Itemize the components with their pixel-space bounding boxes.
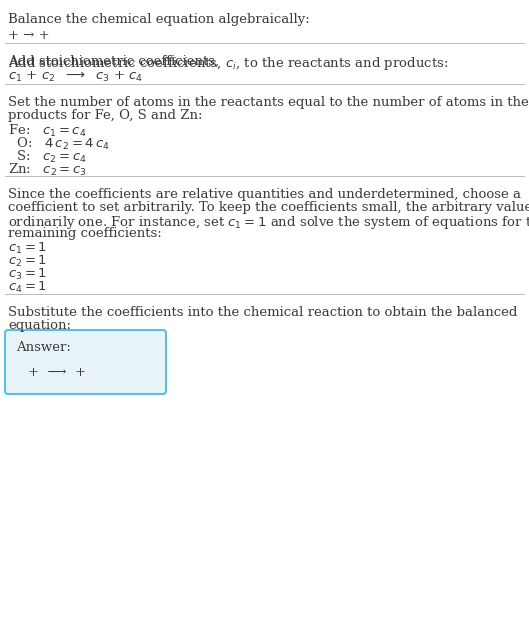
Text: equation:: equation: — [8, 319, 71, 332]
Text: $c_2 = 1$: $c_2 = 1$ — [8, 254, 47, 269]
Text: coefficient to set arbitrarily. To keep the coefficients small, the arbitrary va: coefficient to set arbitrarily. To keep … — [8, 201, 529, 214]
Text: +  ⟶  +: + ⟶ + — [28, 366, 86, 379]
Text: ordinarily one. For instance, set $c_1 = 1$ and solve the system of equations fo: ordinarily one. For instance, set $c_1 =… — [8, 214, 529, 231]
Text: Fe:   $c_1 = c_4$: Fe: $c_1 = c_4$ — [8, 123, 87, 139]
Text: Substitute the coefficients into the chemical reaction to obtain the balanced: Substitute the coefficients into the che… — [8, 306, 517, 319]
Text: Set the number of atoms in the reactants equal to the number of atoms in the: Set the number of atoms in the reactants… — [8, 96, 529, 109]
Text: Zn:   $c_2 = c_3$: Zn: $c_2 = c_3$ — [8, 162, 87, 178]
Text: $c_3 = 1$: $c_3 = 1$ — [8, 267, 47, 282]
Text: $c_1 = 1$: $c_1 = 1$ — [8, 241, 47, 256]
Text: Add stoichiometric coefficients,: Add stoichiometric coefficients, — [8, 55, 223, 68]
Text: $c_4 = 1$: $c_4 = 1$ — [8, 280, 47, 295]
Text: products for Fe, O, S and Zn:: products for Fe, O, S and Zn: — [8, 109, 203, 122]
Text: Answer:: Answer: — [16, 341, 71, 354]
Text: O:   $4\,c_2 = 4\,c_4$: O: $4\,c_2 = 4\,c_4$ — [8, 136, 110, 152]
Text: Balance the chemical equation algebraically:: Balance the chemical equation algebraica… — [8, 13, 310, 26]
Text: remaining coefficients:: remaining coefficients: — [8, 227, 162, 240]
Text: Since the coefficients are relative quantities and underdetermined, choose a: Since the coefficients are relative quan… — [8, 188, 521, 201]
Text: + → +: + → + — [8, 29, 50, 42]
Text: Add stoichiometric coefficients, $c_i$, to the reactants and products:: Add stoichiometric coefficients, $c_i$, … — [8, 55, 449, 72]
Text: S:   $c_2 = c_4$: S: $c_2 = c_4$ — [8, 149, 87, 165]
FancyBboxPatch shape — [5, 330, 166, 394]
Text: $c_1$ + $c_2$  $\longrightarrow$  $c_3$ + $c_4$: $c_1$ + $c_2$ $\longrightarrow$ $c_3$ + … — [8, 70, 143, 84]
